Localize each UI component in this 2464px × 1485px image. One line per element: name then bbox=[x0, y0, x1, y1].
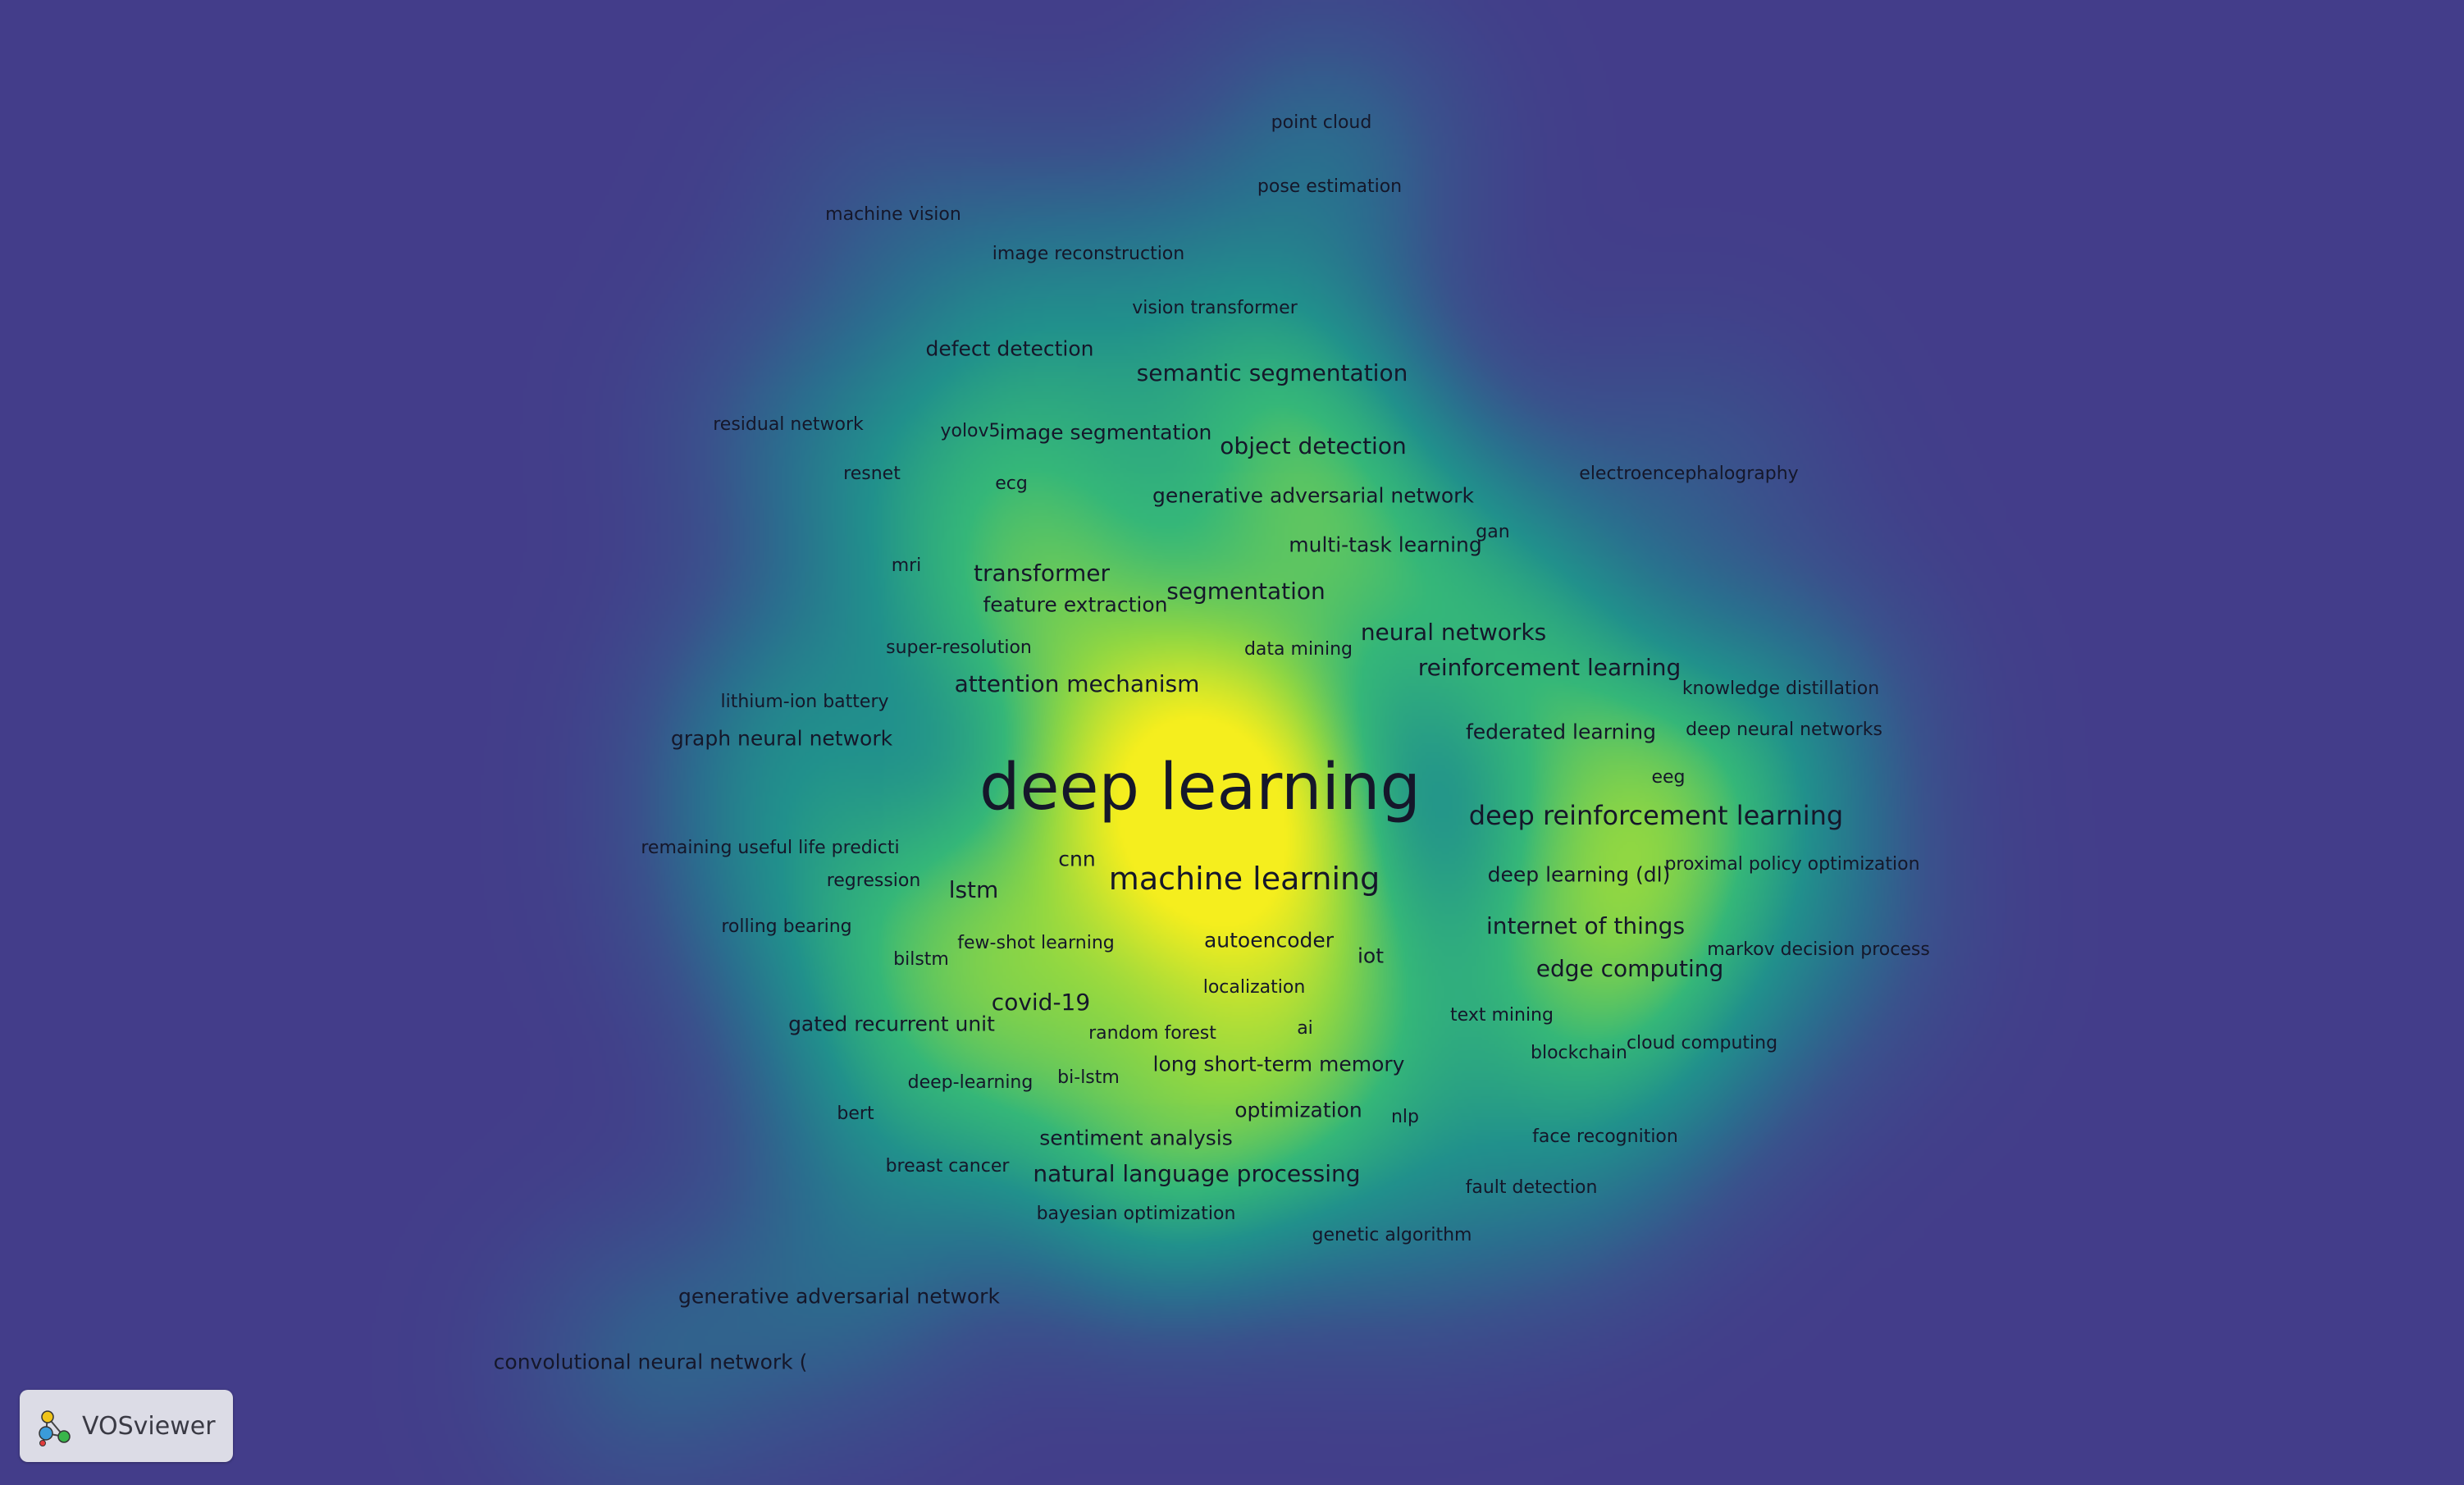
keyword-reinforcement-learning[interactable]: reinforcement learning bbox=[1418, 656, 1681, 679]
keyword-bayesian-optimization[interactable]: bayesian optimization bbox=[1037, 1205, 1236, 1223]
keyword-defect-detection[interactable]: defect detection bbox=[926, 339, 1094, 359]
keyword-knowledge-distillation[interactable]: knowledge distillation bbox=[1682, 680, 1879, 698]
keyword-remaining-useful-life[interactable]: remaining useful life predicti bbox=[641, 839, 899, 857]
keyword-gated-recurrent-unit[interactable]: gated recurrent unit bbox=[788, 1014, 995, 1035]
keyword-feature-extraction[interactable]: feature extraction bbox=[983, 595, 1168, 615]
keyword-generative-adversarial-network-1[interactable]: generative adversarial network bbox=[1152, 486, 1474, 506]
keyword-edge-computing[interactable]: edge computing bbox=[1536, 957, 1724, 980]
keyword-blockchain[interactable]: blockchain bbox=[1531, 1044, 1627, 1062]
keyword-machine-learning[interactable]: machine learning bbox=[1109, 863, 1380, 894]
keyword-optimization[interactable]: optimization bbox=[1234, 1100, 1362, 1121]
keyword-regression[interactable]: regression bbox=[827, 872, 921, 890]
keyword-cloud-computing[interactable]: cloud computing bbox=[1627, 1035, 1777, 1053]
keyword-few-shot-learning[interactable]: few-shot learning bbox=[957, 934, 1114, 953]
keyword-mri[interactable]: mri bbox=[892, 557, 922, 575]
keyword-random-forest[interactable]: random forest bbox=[1088, 1025, 1216, 1043]
keyword-federated-learning[interactable]: federated learning bbox=[1466, 722, 1656, 742]
keyword-electroencephalography[interactable]: electroencephalography bbox=[1579, 465, 1798, 483]
keyword-sentiment-analysis[interactable]: sentiment analysis bbox=[1039, 1128, 1233, 1149]
keyword-resnet[interactable]: resnet bbox=[843, 465, 901, 483]
keyword-nlp[interactable]: nlp bbox=[1391, 1108, 1419, 1126]
keyword-super-resolution[interactable]: super-resolution bbox=[886, 639, 1032, 657]
keyword-fault-detection[interactable]: fault detection bbox=[1466, 1179, 1598, 1197]
keyword-bert[interactable]: bert bbox=[837, 1105, 874, 1123]
keyword-ai[interactable]: ai bbox=[1297, 1020, 1313, 1038]
keyword-residual-network[interactable]: residual network bbox=[713, 416, 864, 434]
keyword-machine-vision[interactable]: machine vision bbox=[825, 206, 961, 224]
keyword-deep-reinforcement-learning[interactable]: deep reinforcement learning bbox=[1469, 802, 1843, 829]
keyword-text-mining[interactable]: text mining bbox=[1450, 1007, 1554, 1025]
keyword-image-segmentation[interactable]: image segmentation bbox=[1000, 423, 1212, 443]
keyword-semantic-segmentation[interactable]: semantic segmentation bbox=[1137, 362, 1408, 385]
keyword-generative-adversarial-network-2[interactable]: generative adversarial network bbox=[678, 1286, 1000, 1307]
keyword-neural-networks[interactable]: neural networks bbox=[1361, 621, 1546, 644]
keyword-point-cloud[interactable]: point cloud bbox=[1271, 114, 1372, 132]
keyword-lstm[interactable]: lstm bbox=[949, 879, 999, 902]
keyword-long-short-term-memory[interactable]: long short-term memory bbox=[1153, 1054, 1405, 1075]
keyword-deep-neural-networks[interactable]: deep neural networks bbox=[1686, 721, 1882, 739]
keyword-bi-lstm[interactable]: bi-lstm bbox=[1057, 1069, 1120, 1087]
keyword-localization[interactable]: localization bbox=[1203, 979, 1306, 997]
keyword-vision-transformer[interactable]: vision transformer bbox=[1132, 299, 1298, 318]
keyword-multi-task-learning[interactable]: multi-task learning bbox=[1289, 535, 1481, 555]
keyword-convolutional-neural-network[interactable]: convolutional neural network ( bbox=[494, 1352, 808, 1373]
keyword-face-recognition[interactable]: face recognition bbox=[1532, 1128, 1678, 1146]
keyword-genetic-algorithm[interactable]: genetic algorithm bbox=[1312, 1227, 1472, 1245]
keyword-image-reconstruction[interactable]: image reconstruction bbox=[992, 245, 1184, 263]
keyword-natural-language-processing[interactable]: natural language processing bbox=[1033, 1163, 1360, 1186]
keyword-autoencoder[interactable]: autoencoder bbox=[1204, 930, 1334, 951]
keyword-markov-decision-process[interactable]: markov decision process bbox=[1707, 941, 1930, 959]
keyword-ecg[interactable]: ecg bbox=[995, 475, 1028, 493]
keyword-segmentation[interactable]: segmentation bbox=[1166, 580, 1326, 603]
vosviewer-logo-text: VOSviewer bbox=[82, 1412, 216, 1441]
keyword-deep-learning-dl[interactable]: deep learning (dl) bbox=[1488, 865, 1671, 885]
keyword-yolov5[interactable]: yolov5 bbox=[940, 423, 1000, 441]
keyword-transformer[interactable]: transformer bbox=[974, 562, 1110, 585]
keyword-bilstm[interactable]: bilstm bbox=[893, 951, 949, 969]
keyword-breast-cancer[interactable]: breast cancer bbox=[886, 1158, 1010, 1176]
vosviewer-logo[interactable]: VOSviewer bbox=[20, 1390, 233, 1462]
keyword-internet-of-things[interactable]: internet of things bbox=[1486, 915, 1685, 938]
keyword-deep-learning-hyphen[interactable]: deep-learning bbox=[908, 1074, 1034, 1092]
keyword-cnn[interactable]: cnn bbox=[1058, 849, 1095, 870]
keyword-object-detection[interactable]: object detection bbox=[1220, 435, 1406, 458]
keyword-rolling-bearing[interactable]: rolling bearing bbox=[721, 918, 851, 936]
keyword-data-mining[interactable]: data mining bbox=[1244, 641, 1353, 659]
keyword-eeg[interactable]: eeg bbox=[1651, 769, 1685, 787]
keyword-lithium-ion-battery[interactable]: lithium-ion battery bbox=[720, 693, 888, 711]
keyword-graph-neural-network[interactable]: graph neural network bbox=[671, 729, 892, 749]
keyword-proximal-policy-optimization[interactable]: proximal policy optimization bbox=[1664, 856, 1919, 874]
keyword-covid-19[interactable]: covid-19 bbox=[992, 991, 1090, 1014]
keyword-gan[interactable]: gan bbox=[1476, 523, 1509, 541]
vosviewer-logo-icon bbox=[36, 1405, 74, 1446]
keyword-pose-estimation[interactable]: pose estimation bbox=[1257, 178, 1402, 196]
keyword-iot[interactable]: iot bbox=[1357, 946, 1384, 966]
keyword-attention-mechanism[interactable]: attention mechanism bbox=[955, 673, 1200, 696]
keyword-deep-learning[interactable]: deep learning bbox=[979, 756, 1421, 820]
